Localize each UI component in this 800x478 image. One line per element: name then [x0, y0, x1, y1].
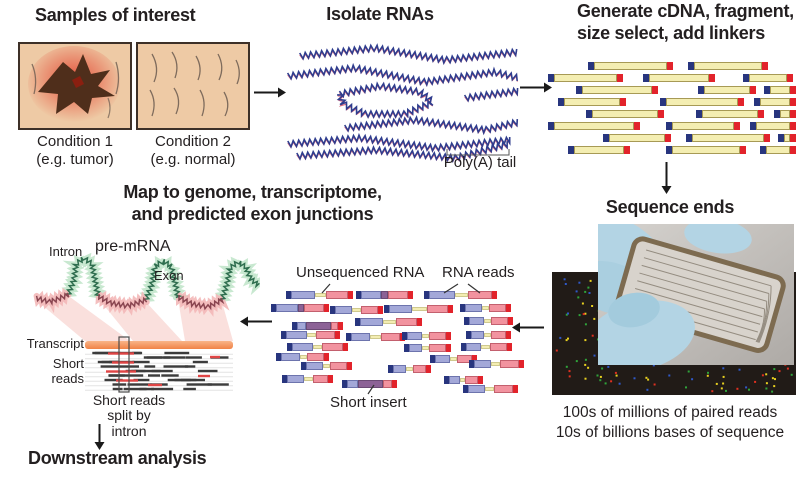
cdna-fragment: [643, 74, 715, 82]
split-reads-label-line1: Short reads: [92, 392, 166, 408]
glove-thumb: [598, 292, 695, 365]
cdna-fragment: [666, 122, 740, 130]
normal-sample-panel: [136, 42, 250, 130]
short-insert-label: Short insert: [330, 394, 407, 411]
label-pointer-lines: [321, 283, 481, 395]
cdna-fragment: [754, 98, 796, 106]
downstream-title: Downstream analysis: [28, 448, 207, 468]
flow-cell-photo: [598, 224, 794, 365]
cdna-fragment: [764, 86, 796, 94]
cdna-fragment: [548, 74, 623, 82]
cdna-fragment: [774, 110, 796, 118]
cdna-fragment: [743, 74, 793, 82]
arrow-right-icon: [254, 87, 286, 98]
cdna-title-line2: size select, add linkers: [577, 23, 765, 43]
premrna-label: pre-mRNA: [95, 238, 171, 255]
cdna-title-line1: Generate cDNA, fragment,: [577, 1, 794, 21]
short-reads-label: Short reads: [51, 356, 84, 386]
sequence-stat-line1: 100s of millions of paired reads: [562, 404, 778, 421]
arrow-down-icon: [94, 424, 105, 450]
polya-bracket: [446, 149, 510, 156]
arrow-right-icon: [520, 82, 552, 93]
transcript-label: Transcript: [26, 336, 84, 351]
rna-strands-illustration: [286, 43, 519, 164]
cdna-fragment: [568, 146, 630, 154]
cdna-fragment: [576, 86, 658, 94]
condition2-label: Condition 2 (e.g. normal): [150, 133, 236, 168]
cdna-fragment: [760, 146, 796, 154]
cdna-fragment: [586, 110, 664, 118]
cdna-fragments-field: [548, 62, 798, 162]
cdna-fragment: [660, 98, 744, 106]
sequence-title: Sequence ends: [605, 197, 735, 217]
sequence-stat-line2: 10s of billions bases of sequence: [555, 424, 785, 441]
cdna-fragment: [778, 134, 796, 142]
cdna-fragment: [666, 146, 746, 154]
map-title-line1: Map to genome, transcriptome,: [123, 182, 382, 202]
polya-label: Poly(A) tail: [443, 154, 517, 171]
exon-label: Exon: [154, 268, 184, 283]
cdna-fragment: [548, 122, 640, 130]
split-reads-label-line2: split by intron: [107, 407, 151, 439]
cdna-fragment: [686, 134, 770, 142]
cdna-fragment: [750, 122, 796, 130]
unsequenced-rna-label: Unsequenced RNA: [296, 264, 425, 281]
cdna-fragment: [688, 62, 768, 70]
map-title-line2: and predicted exon junctions: [131, 204, 374, 224]
arrow-left-icon: [512, 322, 544, 333]
cdna-fragment: [588, 62, 673, 70]
isolate-title: Isolate RNAs: [326, 4, 434, 24]
condition1-label: Condition 1 (e.g. tumor): [36, 133, 114, 168]
cdna-fragment: [603, 134, 671, 142]
arrow-down-icon: [661, 162, 672, 194]
rna-reads-label: RNA reads: [442, 264, 515, 281]
cdna-fragment: [558, 98, 626, 106]
normal-skin-illustration: [149, 51, 240, 117]
intron-label: Intron: [49, 244, 83, 259]
genome-mapping-illustration: [33, 252, 260, 393]
samples-title: Samples of interest: [35, 5, 196, 25]
arrow-left-icon: [240, 316, 272, 327]
tumor-sample-panel: [18, 42, 132, 130]
cdna-fragment: [698, 86, 756, 94]
tumor-illustration: [28, 46, 120, 122]
cdna-fragment: [696, 110, 764, 118]
